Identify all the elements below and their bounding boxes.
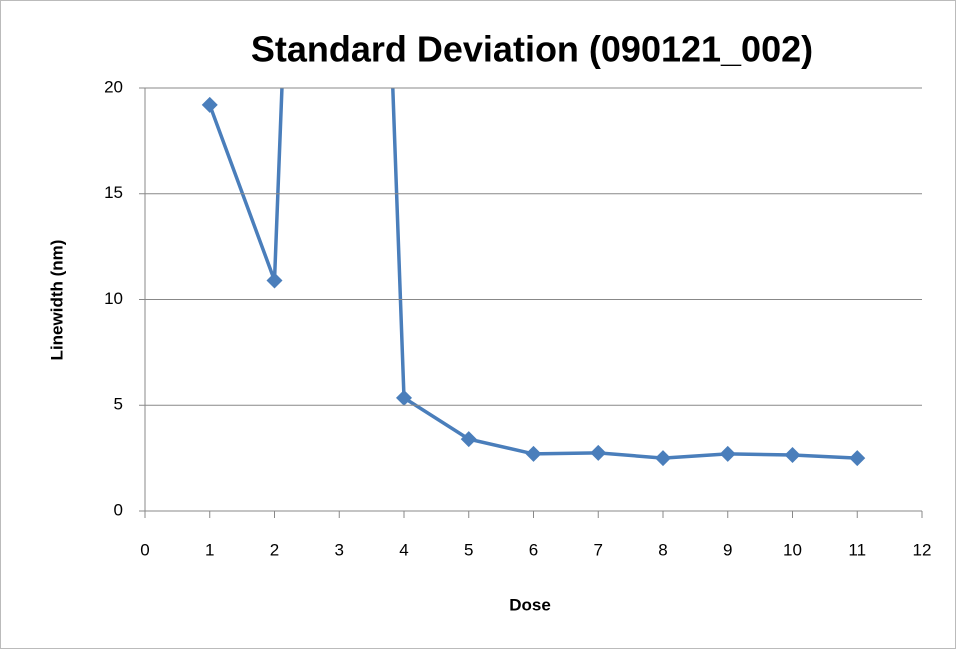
x-tick-label: 7 (594, 540, 603, 559)
data-marker (396, 389, 412, 406)
data-marker (266, 272, 283, 289)
data-marker (784, 446, 801, 463)
x-tick-label: 10 (783, 540, 802, 559)
x-tick-label: 12 (913, 540, 932, 559)
x-tick-label: 8 (658, 540, 667, 559)
y-tick-label: 20 (104, 77, 123, 96)
x-tick-label: 3 (335, 540, 344, 559)
data-marker (849, 450, 866, 467)
y-tick-label: 5 (114, 395, 123, 414)
y-tick-label: 15 (104, 183, 123, 202)
plot-area (201, 88, 866, 467)
data-marker (201, 96, 218, 113)
x-tick-label: 11 (848, 540, 866, 559)
y-tick-label: 10 (104, 289, 123, 308)
chart-title: Standard Deviation (090121_002) (251, 29, 813, 70)
data-marker (525, 445, 542, 462)
x-tick-label: 9 (723, 540, 732, 559)
x-tick-label: 4 (399, 540, 408, 559)
x-tick-label: 0 (140, 540, 149, 559)
data-marker (590, 444, 607, 461)
x-tick-label: 1 (205, 540, 214, 559)
x-tick-label: 6 (529, 540, 538, 559)
y-axis-label: Linewidth (nm) (47, 240, 66, 361)
data-marker (460, 431, 477, 448)
x-axis-label: Dose (509, 595, 551, 614)
data-marker (655, 450, 671, 467)
y-tick-label: 0 (114, 500, 123, 519)
x-tick-label: 5 (464, 540, 473, 559)
data-marker (719, 445, 736, 462)
x-tick-label: 2 (270, 540, 279, 559)
